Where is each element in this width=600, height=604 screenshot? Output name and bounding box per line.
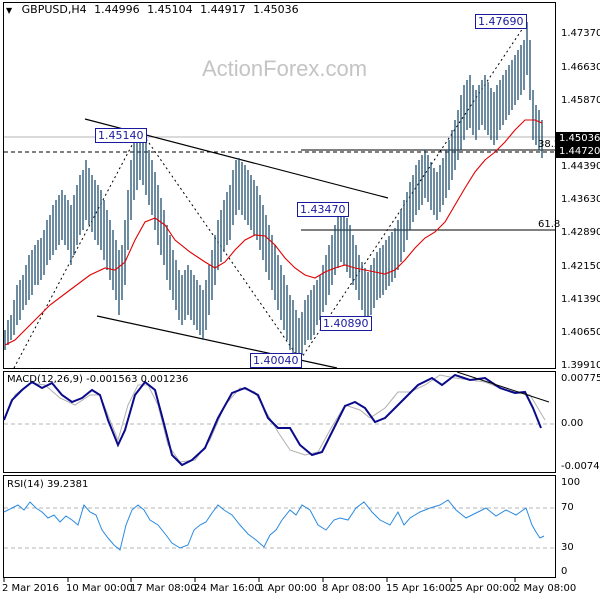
- macd-tick: 0.007755: [561, 373, 600, 384]
- time-tick: 17 Mar 08:00: [130, 583, 197, 594]
- open-value: 1.44996: [94, 3, 140, 16]
- fib-382-label: 38.2: [538, 139, 561, 150]
- price-tick: 1.43630: [561, 194, 600, 205]
- collapse-triangle-icon[interactable]: ▼: [6, 6, 13, 15]
- current-price-badge: 1.45036: [556, 132, 600, 145]
- rsi-panel-frame: [3, 475, 556, 578]
- swing-high-label-2: 1.43470: [297, 202, 349, 217]
- price-tick: 1.42150: [561, 261, 600, 272]
- time-tick: 24 Mar 16:00: [194, 583, 261, 594]
- time-tick: 2 May 08:00: [514, 583, 577, 594]
- level-price-badge: 1.44720: [556, 145, 600, 158]
- price-tick: 1.46630: [561, 62, 600, 73]
- macd-main-line: [3, 373, 542, 467]
- time-tick: 10 Mar 00:00: [66, 583, 133, 594]
- swing-low-label-1: 1.40040: [250, 353, 302, 368]
- price-tick: 1.47370: [561, 28, 600, 39]
- macd-tick: 0.00: [561, 418, 584, 429]
- rsi-tick: 0: [561, 566, 568, 577]
- swing-high-label-3: 1.47690: [475, 14, 527, 29]
- time-tick: 2 Mar 2016: [2, 583, 60, 594]
- swing-low-label-2: 1.40890: [320, 316, 372, 331]
- swing-high-label-1: 1.45140: [95, 128, 147, 143]
- macd-title: MACD(12,26,9) -0.001563 0.001236: [7, 374, 189, 385]
- chart-header: ▼ GBPUSD,H4 1.44996 1.45104 1.44917 1.45…: [6, 3, 303, 16]
- symbol-label: GBPUSD,H4: [21, 3, 87, 16]
- macd-tick: -0.007447: [561, 461, 600, 472]
- rsi-tick: 70: [561, 502, 574, 513]
- macd-trend-line: [456, 371, 550, 403]
- macd-panel-frame: [3, 371, 556, 473]
- price-tick: 1.39910: [561, 360, 600, 371]
- price-tick: 1.42890: [561, 227, 600, 238]
- close-value: 1.45036: [253, 3, 299, 16]
- time-tick: 25 Apr 00:00: [450, 583, 516, 594]
- price-bars: [4, 22, 543, 360]
- watermark: ActionForex.com: [202, 56, 368, 81]
- time-tick: 1 Apr 00:00: [258, 583, 317, 594]
- x-axis-ticks: [3, 578, 516, 582]
- moving-average-line: [4, 119, 543, 346]
- fib-618-label: 61.8: [538, 219, 561, 230]
- rsi-tick: 30: [561, 542, 574, 553]
- price-tick: 1.45870: [561, 95, 600, 106]
- high-value: 1.45104: [147, 3, 193, 16]
- rsi-line: [3, 499, 545, 551]
- price-tick: 1.40650: [561, 327, 600, 338]
- rsi-title: RSI(14) 39.2381: [7, 479, 89, 490]
- rsi-tick: 100: [561, 477, 581, 488]
- low-value: 1.44917: [200, 3, 246, 16]
- price-tick: 1.44390: [561, 161, 600, 172]
- time-tick: 15 Apr 16:00: [386, 583, 452, 594]
- price-tick: 1.41390: [561, 294, 600, 305]
- time-tick: 8 Apr 08:00: [322, 583, 381, 594]
